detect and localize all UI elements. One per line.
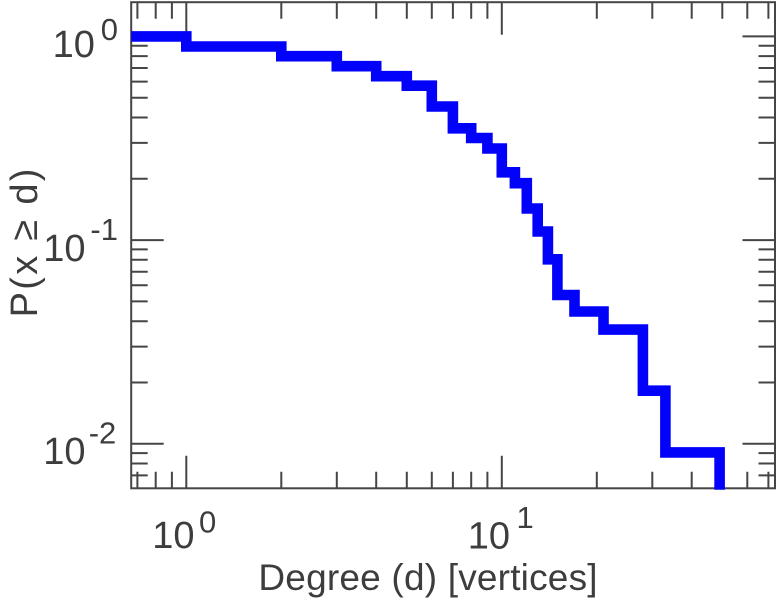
svg-text:10: 10 xyxy=(468,515,510,557)
svg-text:0: 0 xyxy=(199,505,216,540)
svg-text:-2: -2 xyxy=(89,416,117,451)
svg-text:1: 1 xyxy=(517,500,534,535)
svg-text:10: 10 xyxy=(53,24,95,66)
svg-text:10: 10 xyxy=(43,431,85,473)
svg-text:10: 10 xyxy=(43,228,85,270)
svg-text:10: 10 xyxy=(152,515,194,557)
svg-text:0: 0 xyxy=(101,12,118,47)
svg-text:Degree (d) [vertices]: Degree (d) [vertices] xyxy=(258,557,597,598)
svg-text:P(x ≥ d): P(x ≥ d) xyxy=(4,166,46,317)
svg-text:-1: -1 xyxy=(90,212,118,247)
